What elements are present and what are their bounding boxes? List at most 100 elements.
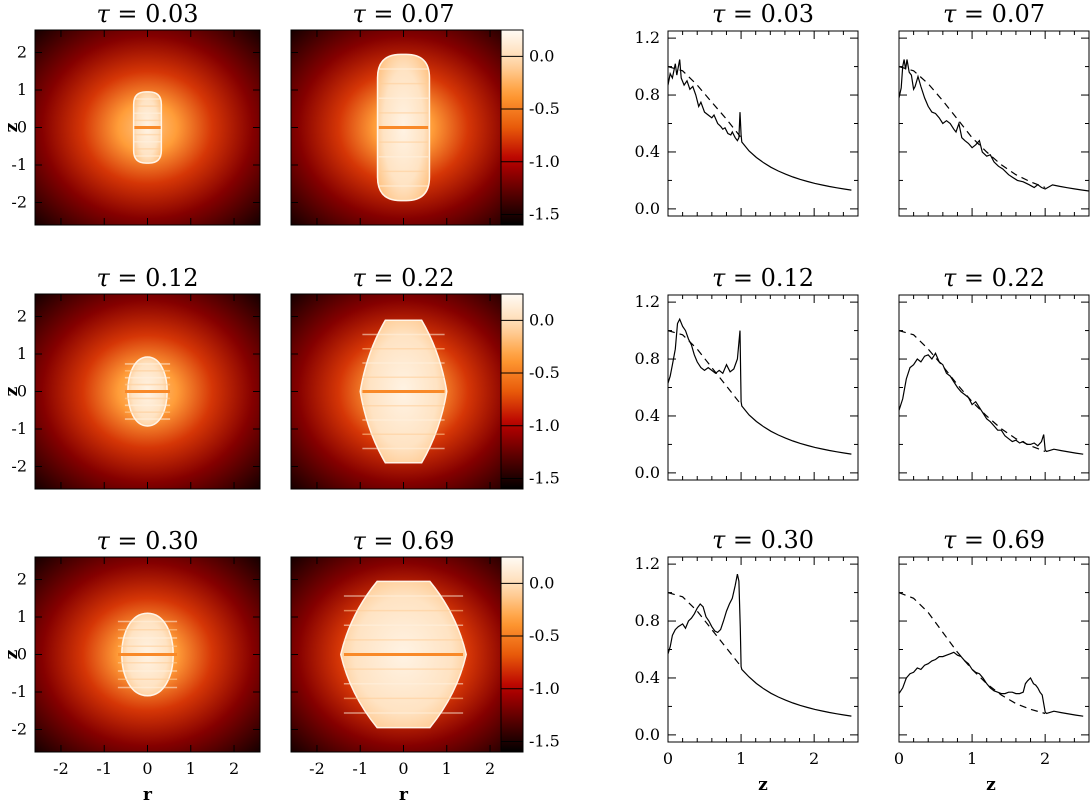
profile-panel (898, 294, 1090, 481)
y-tick-label: 0 (17, 382, 27, 401)
x-tick-label: 2 (1040, 749, 1050, 768)
profile-solid-line (668, 59, 852, 191)
panel-title: τ = 0.22 (943, 264, 1045, 292)
y-tick-label: -1 (11, 155, 27, 174)
x-tick-label: -1 (96, 759, 112, 778)
x-tick-label: 1 (967, 749, 977, 768)
colorbar-gradient (500, 556, 524, 753)
profile-panel: 1.2 0.8 0.4 0.0 (635, 292, 859, 482)
profile-solid-line (668, 573, 852, 717)
y-tick-label: 0.0 (635, 725, 660, 744)
profile-dashed-line (668, 66, 742, 139)
x-tick-label: 2 (229, 759, 239, 778)
panel-title: τ = 0.07 (352, 0, 454, 28)
y-axis-label: z (2, 122, 22, 132)
profile-solid-line (899, 352, 1084, 455)
map-panel (290, 29, 517, 226)
profile-panel: 0 1 2 z (894, 556, 1090, 795)
x-tick-label: 2 (809, 749, 819, 768)
map-panel: 2 1 0 -1 -2 z (2, 29, 261, 226)
colorbar-tick-label: -1.0 (529, 416, 560, 435)
y-tick-label: -2 (11, 193, 27, 212)
map-panel: 2 1 0 -1 -2 -2 -1 0 1 2 z r (2, 556, 261, 805)
y-tick-label: 0.4 (635, 668, 660, 687)
colorbar-gradient (500, 293, 524, 490)
y-tick-label: 0.0 (635, 463, 660, 482)
colorbar-tick-label: -1.5 (529, 468, 560, 487)
profile-dashed-line (899, 592, 1046, 715)
x-tick-label: -2 (309, 759, 325, 778)
colorbar-tick-label: 0.0 (529, 573, 554, 592)
colorbar-tick-label: -0.5 (529, 626, 560, 645)
profile-panel: 1.2 0.8 0.4 0.00 1 2 z (635, 554, 859, 795)
profile-frame (898, 294, 1090, 481)
colorbar-tick-label: -0.5 (529, 363, 560, 382)
x-tick-label: 1 (736, 749, 746, 768)
y-tick-label: 1.2 (635, 292, 660, 311)
panel-title: τ = 0.03 (96, 0, 198, 28)
profile-frame (667, 30, 859, 217)
panel-title: τ = 0.22 (352, 264, 454, 292)
colorbar-tick-label: -1.0 (529, 152, 560, 171)
x-tick-label: 0 (663, 749, 673, 768)
colorbar-tick-label: -1.0 (529, 679, 560, 698)
y-tick-label: 0.4 (635, 142, 660, 161)
panel-title: τ = 0.03 (712, 0, 814, 28)
profile-dashed-line (668, 592, 742, 667)
profile-frame (667, 556, 859, 743)
panel-title: τ = 0.07 (943, 0, 1045, 28)
y-tick-label: -1 (11, 419, 27, 438)
y-axis-label: z (2, 649, 22, 659)
profile-panel: 1.2 0.8 0.4 0.0 (635, 28, 859, 218)
colorbar-gradient (500, 29, 524, 226)
y-axis-label: z (2, 386, 22, 396)
panel-title: τ = 0.12 (96, 264, 198, 292)
profile-solid-line (668, 317, 852, 455)
panel-title: τ = 0.30 (96, 527, 198, 555)
panel-title: τ = 0.12 (712, 264, 814, 292)
x-tick-label: 1 (442, 759, 452, 778)
x-tick-label: 2 (485, 759, 495, 778)
y-tick-label: -1 (11, 682, 27, 701)
profile-frame (898, 556, 1090, 743)
colorbar-tick-label: 0.0 (529, 46, 554, 65)
colorbar-tick-label: -1.5 (529, 204, 560, 223)
x-axis-label: r (399, 785, 409, 805)
y-tick-label: 0.4 (635, 406, 660, 425)
colorbar: 0.0 -0.5 -1.0 -1.5 (500, 29, 560, 226)
y-tick-label: 1 (17, 607, 27, 626)
x-tick-label: 1 (186, 759, 196, 778)
x-tick-label: -1 (352, 759, 368, 778)
profile-dashed-line (899, 66, 1046, 189)
profile-dashed-line (899, 330, 1046, 453)
x-tick-label: -2 (53, 759, 69, 778)
colorbar-tick-label: 0.0 (529, 310, 554, 329)
y-tick-label: -2 (11, 457, 27, 476)
map-panel: 2 1 0 -1 -2 z (2, 293, 261, 490)
colorbar: 0.0 -0.5 -1.0 -1.5 (500, 556, 560, 753)
x-axis-label: z (986, 775, 996, 795)
profile-frame (667, 294, 859, 481)
panel-title: τ = 0.69 (943, 526, 1045, 554)
y-tick-label: 1.2 (635, 28, 660, 47)
y-tick-label: 0.0 (635, 199, 660, 218)
profile-solid-line (899, 651, 1084, 717)
x-axis-label: r (143, 785, 153, 805)
y-tick-label: 0 (17, 118, 27, 137)
y-tick-label: -2 (11, 720, 27, 739)
y-tick-label: 1 (17, 80, 27, 99)
profile-frame (898, 30, 1090, 217)
y-tick-label: 0.8 (635, 349, 660, 368)
y-tick-label: 0.8 (635, 611, 660, 630)
x-tick-label: 0 (398, 759, 408, 778)
profile-solid-line (899, 59, 1089, 192)
colorbar-tick-label: -1.5 (529, 731, 560, 750)
colorbar-tick-label: -0.5 (529, 99, 560, 118)
y-tick-label: 0 (17, 645, 27, 664)
colorbar: 0.0 -0.5 -1.0 -1.5 (500, 293, 560, 490)
y-tick-label: 0.8 (635, 85, 660, 104)
panel-title: τ = 0.30 (712, 526, 814, 554)
map-panel: -2 -1 0 1 2 r (290, 556, 517, 805)
y-tick-label: 2 (17, 43, 27, 62)
